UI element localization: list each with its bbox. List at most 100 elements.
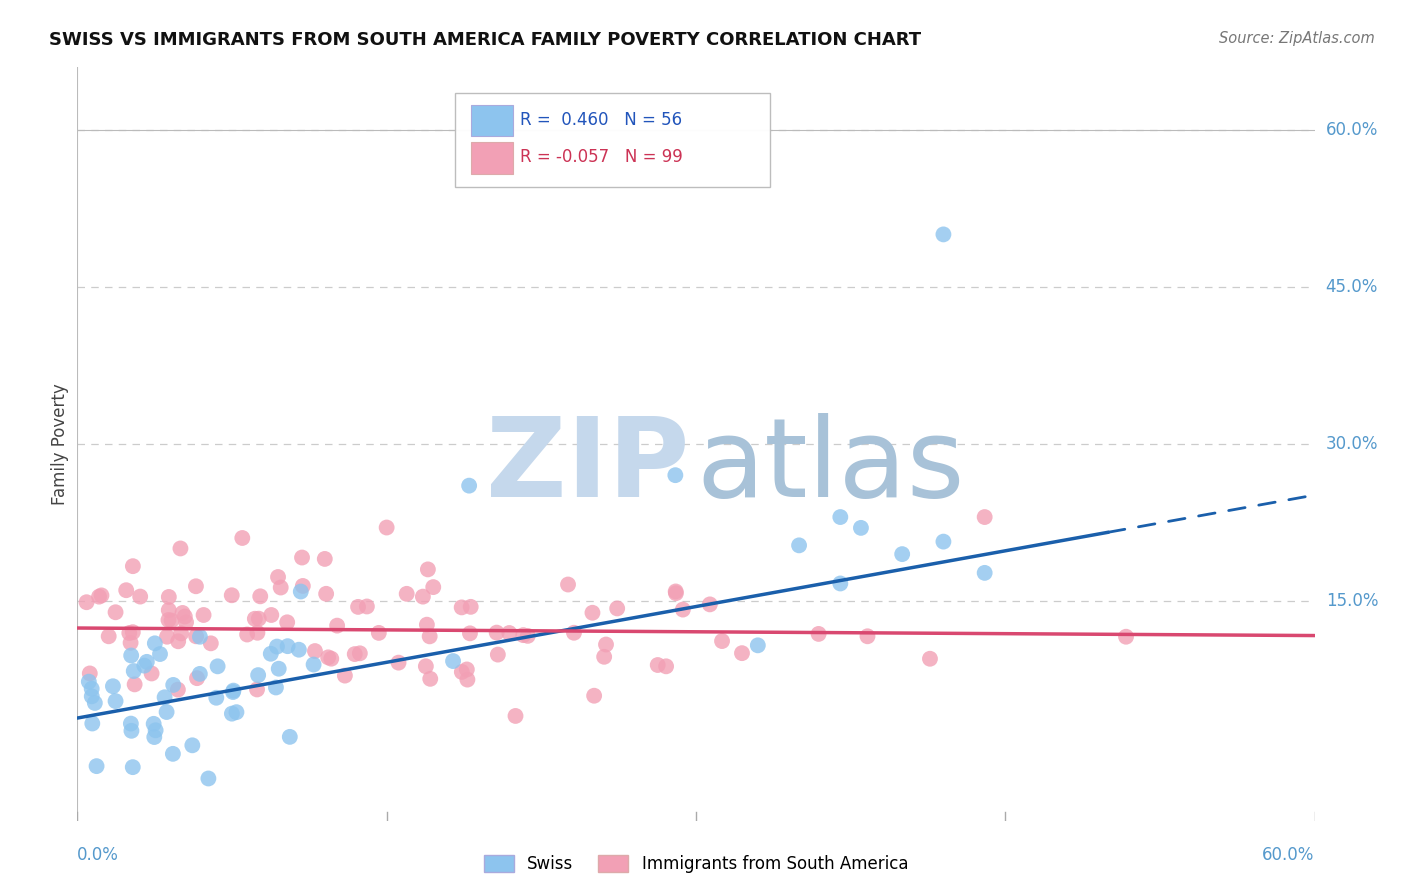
Point xyxy=(264,681,287,695)
Point xyxy=(277,639,299,653)
Point xyxy=(807,627,830,641)
Point xyxy=(135,655,157,669)
Point xyxy=(593,649,616,664)
Text: SWISS VS IMMIGRANTS FROM SOUTH AMERICA FAMILY POVERTY CORRELATION CHART: SWISS VS IMMIGRANTS FROM SOUTH AMERICA F… xyxy=(49,31,921,49)
Point xyxy=(169,541,191,556)
Point xyxy=(270,581,292,595)
Point xyxy=(134,658,156,673)
Point xyxy=(412,590,434,604)
Point xyxy=(83,696,105,710)
Point xyxy=(416,562,439,576)
Point xyxy=(104,694,127,708)
Point xyxy=(80,681,103,696)
Point xyxy=(225,705,247,719)
Point xyxy=(672,602,695,616)
Point xyxy=(356,599,378,614)
Point xyxy=(419,629,441,643)
Point xyxy=(167,682,190,697)
Point xyxy=(747,638,769,652)
Text: atlas: atlas xyxy=(696,413,965,520)
Point xyxy=(665,584,688,599)
Point xyxy=(647,658,669,673)
Point xyxy=(441,654,464,668)
Text: 0.0%: 0.0% xyxy=(77,846,120,863)
Point xyxy=(156,630,179,644)
Point xyxy=(77,674,100,689)
Point xyxy=(375,520,398,534)
Point xyxy=(849,521,872,535)
Point xyxy=(326,618,349,632)
Point xyxy=(314,552,336,566)
Point xyxy=(97,629,120,643)
Point xyxy=(973,510,995,524)
Point xyxy=(302,657,325,672)
Text: 60.0%: 60.0% xyxy=(1263,846,1315,863)
Point xyxy=(655,659,678,673)
Point xyxy=(711,634,734,648)
Point xyxy=(267,570,290,584)
Point xyxy=(458,478,481,492)
Text: R =  0.460   N = 56: R = 0.460 N = 56 xyxy=(520,111,682,128)
Point xyxy=(266,640,288,654)
Point xyxy=(699,598,721,612)
Text: 45.0%: 45.0% xyxy=(1326,277,1378,296)
Point xyxy=(288,642,311,657)
Text: 30.0%: 30.0% xyxy=(1326,434,1378,453)
Point xyxy=(456,673,478,687)
Point xyxy=(367,626,389,640)
Point xyxy=(145,723,167,738)
Point xyxy=(247,612,270,626)
Point xyxy=(347,599,370,614)
Point xyxy=(830,510,852,524)
Point xyxy=(120,636,142,650)
Text: R = -0.057   N = 99: R = -0.057 N = 99 xyxy=(520,148,683,166)
Point xyxy=(76,595,98,609)
Point xyxy=(186,671,208,685)
Point xyxy=(458,626,481,640)
Point xyxy=(222,683,245,698)
Point xyxy=(162,747,184,761)
Point xyxy=(221,706,243,721)
Point xyxy=(932,227,955,242)
Point xyxy=(193,607,215,622)
Point xyxy=(243,612,266,626)
Point xyxy=(562,625,585,640)
Point xyxy=(162,678,184,692)
Point xyxy=(246,625,269,640)
Point xyxy=(516,629,538,643)
Text: 15.0%: 15.0% xyxy=(1326,591,1378,610)
Point xyxy=(260,607,283,622)
Point xyxy=(460,599,482,614)
Point xyxy=(595,638,617,652)
Point xyxy=(246,682,269,697)
Point xyxy=(172,606,194,620)
Point xyxy=(120,648,142,663)
Point xyxy=(184,579,207,593)
Point xyxy=(891,547,914,561)
Point xyxy=(321,651,343,665)
Point xyxy=(343,647,366,661)
Point xyxy=(104,605,127,619)
Point xyxy=(79,666,101,681)
Point xyxy=(197,772,219,786)
Point xyxy=(291,579,314,593)
Point xyxy=(249,590,271,604)
Point xyxy=(221,588,243,602)
Point xyxy=(121,760,143,774)
Point xyxy=(422,580,444,594)
Point xyxy=(120,723,142,738)
Point xyxy=(115,583,138,598)
Point xyxy=(174,615,197,630)
Point xyxy=(276,615,298,630)
Point xyxy=(155,705,177,719)
Point xyxy=(181,739,204,753)
Point xyxy=(416,617,439,632)
Point xyxy=(315,587,337,601)
Point xyxy=(87,590,110,604)
Point xyxy=(278,730,301,744)
Y-axis label: Family Poverty: Family Poverty xyxy=(51,383,69,505)
Point xyxy=(316,650,339,665)
Point xyxy=(395,587,418,601)
Point xyxy=(90,588,112,602)
Point xyxy=(236,627,259,641)
